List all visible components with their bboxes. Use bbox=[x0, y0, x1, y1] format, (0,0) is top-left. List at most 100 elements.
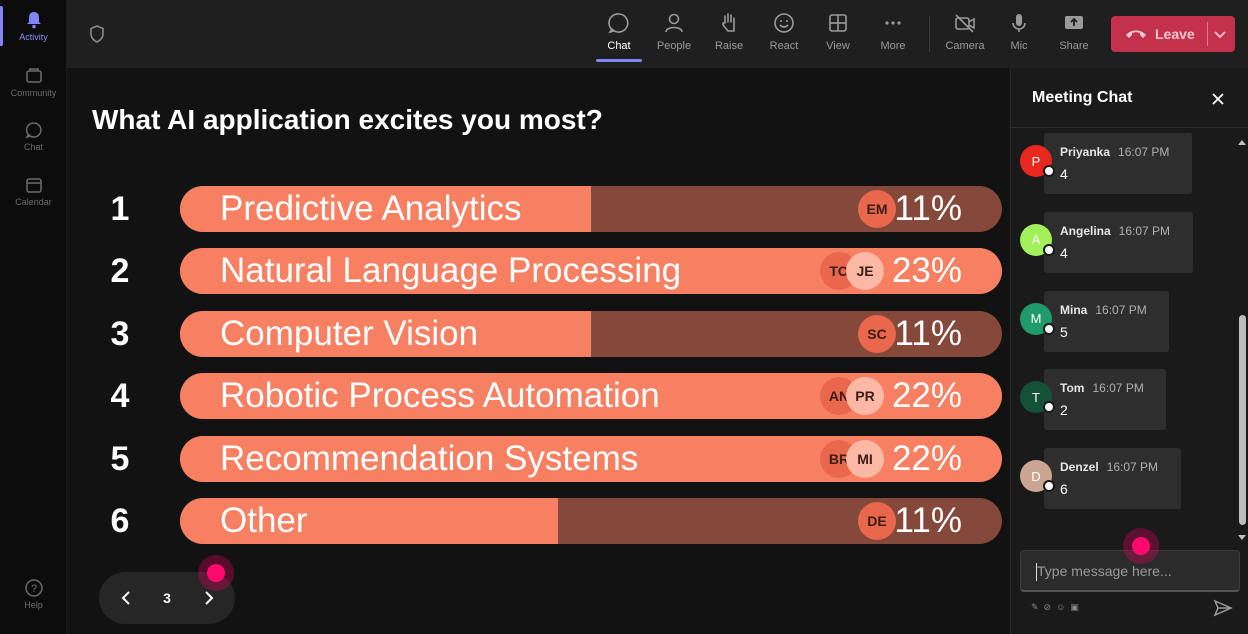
option-percent: 11% bbox=[894, 501, 962, 540]
raise-hand-icon bbox=[716, 8, 742, 38]
option-number: 5 bbox=[110, 439, 130, 478]
rail-item-help[interactable]: ? Help bbox=[0, 568, 67, 618]
option-number: 1 bbox=[110, 190, 130, 228]
toolbar-view-button[interactable]: View bbox=[810, 8, 866, 64]
chat-message: Tom 16:07 PM 2 T bbox=[1011, 367, 1233, 431]
toolbar-react-button[interactable]: React bbox=[756, 8, 812, 64]
toolbar-label: More bbox=[880, 40, 906, 52]
rail-item-chat[interactable]: Chat bbox=[0, 110, 67, 160]
sender-name: Tom bbox=[1060, 381, 1085, 396]
toolbar-camera-button[interactable]: Camera bbox=[937, 8, 993, 64]
chat-messages[interactable]: Priyanka 16:07 PM 4 P Angelina 16:07 PM 4 A Mina… bbox=[1011, 129, 1233, 541]
message-bubble: Tom 16:07 PM 2 bbox=[1044, 369, 1166, 431]
camera-off-icon bbox=[952, 8, 978, 38]
react-icon bbox=[771, 8, 797, 38]
presence-status-icon bbox=[1043, 243, 1055, 256]
voter-avatars: SC bbox=[858, 311, 896, 357]
chat-message: Mina 16:07 PM 5 M bbox=[1011, 289, 1233, 353]
leave-button[interactable]: Leave bbox=[1111, 16, 1235, 52]
message-input[interactable] bbox=[1021, 551, 1239, 590]
calendar-icon bbox=[24, 175, 44, 195]
rail-item-label: Calendar bbox=[15, 197, 52, 207]
app-rail: Activity Community Chat Calendar ? Help bbox=[0, 0, 67, 634]
voter-avatar: EM bbox=[858, 190, 896, 228]
chat-scrollbar[interactable] bbox=[1235, 129, 1248, 541]
scroll-up-icon[interactable] bbox=[1237, 133, 1247, 151]
sender-name: Denzel bbox=[1060, 460, 1099, 475]
message-bubble: Mina 16:07 PM 5 bbox=[1044, 290, 1169, 352]
scroll-down-icon[interactable] bbox=[1237, 529, 1247, 547]
message-time: 16:07 PM bbox=[1095, 302, 1147, 317]
rail-item-label: Help bbox=[24, 600, 43, 610]
presence-status-icon bbox=[1043, 165, 1055, 177]
voter-avatar: MI bbox=[846, 439, 884, 478]
chevron-down-icon[interactable] bbox=[1213, 28, 1227, 44]
shield-icon[interactable] bbox=[87, 24, 107, 44]
toolbar-label: View bbox=[826, 40, 850, 52]
option-number: 4 bbox=[110, 377, 130, 416]
toolbar-label: Mic bbox=[1010, 40, 1028, 52]
voter-avatar: PR bbox=[846, 377, 884, 416]
option-percent: 11% bbox=[894, 189, 962, 228]
close-icon[interactable] bbox=[1207, 88, 1229, 110]
option-bar: Robotic Process Automation AN PR 22% bbox=[180, 373, 1002, 420]
meeting-toolbar: Chat People Raise React View More bbox=[67, 0, 1248, 68]
option-number: 3 bbox=[110, 314, 130, 353]
emoji-icon[interactable]: ☺ bbox=[1056, 602, 1066, 612]
toolbar-mic-button[interactable]: Mic bbox=[991, 8, 1047, 64]
poll-option-row: 2 Natural Language Processing TO JE 23% bbox=[67, 248, 1010, 295]
rail-item-community[interactable]: Community bbox=[0, 56, 67, 106]
sender-name: Priyanka bbox=[1060, 145, 1111, 159]
chevron-left-icon[interactable] bbox=[114, 586, 138, 610]
chevron-right-icon[interactable] bbox=[197, 586, 221, 610]
voter-avatar: JE bbox=[846, 252, 884, 291]
chat-message: Denzel 16:07 PM 6 D bbox=[1011, 446, 1233, 510]
option-number: 6 bbox=[110, 502, 130, 540]
rail-item-label: Community bbox=[10, 88, 57, 98]
toolbar-raise-button[interactable]: Raise bbox=[701, 8, 757, 64]
voter-avatars: AN PR bbox=[820, 373, 884, 419]
voter-avatars: EM bbox=[858, 186, 896, 232]
toolbar-label: Chat bbox=[607, 40, 631, 52]
rail-item-label: Activity bbox=[19, 32, 48, 42]
poll-option-row: 1 Predictive Analytics EM 11% bbox=[67, 186, 1010, 232]
poll-option-row: 5 Recommendation Systems BR MI 22% bbox=[67, 435, 1010, 482]
poll-option-row: 6 Other DE 11% bbox=[67, 498, 1010, 544]
toolbar-label: React bbox=[769, 40, 799, 52]
message-time: 16:07 PM bbox=[1118, 223, 1171, 238]
option-label: Computer Vision bbox=[220, 313, 479, 353]
pointer-highlight bbox=[1123, 528, 1159, 564]
help-icon: ? bbox=[24, 578, 44, 598]
message-time: 16:07 PM bbox=[1118, 145, 1170, 159]
toolbar-share-button[interactable]: Share bbox=[1046, 8, 1102, 64]
format-toolbar: ✎ ⊘ ☺ ▣ bbox=[1031, 602, 1079, 613]
message-text: 4 bbox=[1060, 166, 1068, 182]
option-percent: 23% bbox=[891, 251, 962, 291]
message-bubble: Denzel 16:07 PM 6 bbox=[1044, 448, 1181, 510]
chat-icon bbox=[24, 120, 44, 140]
rail-item-calendar[interactable]: Calendar bbox=[0, 165, 67, 215]
option-percent: 11% bbox=[894, 313, 962, 353]
toolbar-more-button[interactable]: More bbox=[865, 8, 921, 64]
send-icon[interactable] bbox=[1213, 598, 1235, 620]
toolbar-people-button[interactable]: People bbox=[646, 8, 702, 64]
pointer-highlight bbox=[198, 555, 234, 591]
option-bar-fill bbox=[180, 498, 558, 544]
toolbar-label: Share bbox=[1059, 40, 1089, 52]
message-compose[interactable] bbox=[1020, 550, 1240, 592]
option-bar: Other DE 11% bbox=[180, 498, 1002, 544]
toolbar-label: Camera bbox=[945, 40, 985, 52]
option-percent: 22% bbox=[891, 438, 962, 478]
rail-item-activity[interactable]: Activity bbox=[0, 0, 67, 50]
message-text: 4 bbox=[1060, 244, 1068, 261]
voter-avatars: BR MI bbox=[820, 436, 884, 482]
toolbar-chat-button[interactable]: Chat bbox=[591, 8, 647, 64]
option-bar: Natural Language Processing TO JE 23% bbox=[180, 248, 1002, 295]
scrollbar-thumb[interactable] bbox=[1239, 315, 1246, 525]
message-text: 5 bbox=[1060, 323, 1068, 340]
gif-icon[interactable]: ▣ bbox=[1070, 602, 1079, 612]
share-icon bbox=[1061, 8, 1087, 38]
format-icon[interactable]: ✎ bbox=[1031, 602, 1039, 612]
page-number: 3 bbox=[163, 590, 171, 606]
attach-icon[interactable]: ⊘ bbox=[1043, 602, 1052, 612]
